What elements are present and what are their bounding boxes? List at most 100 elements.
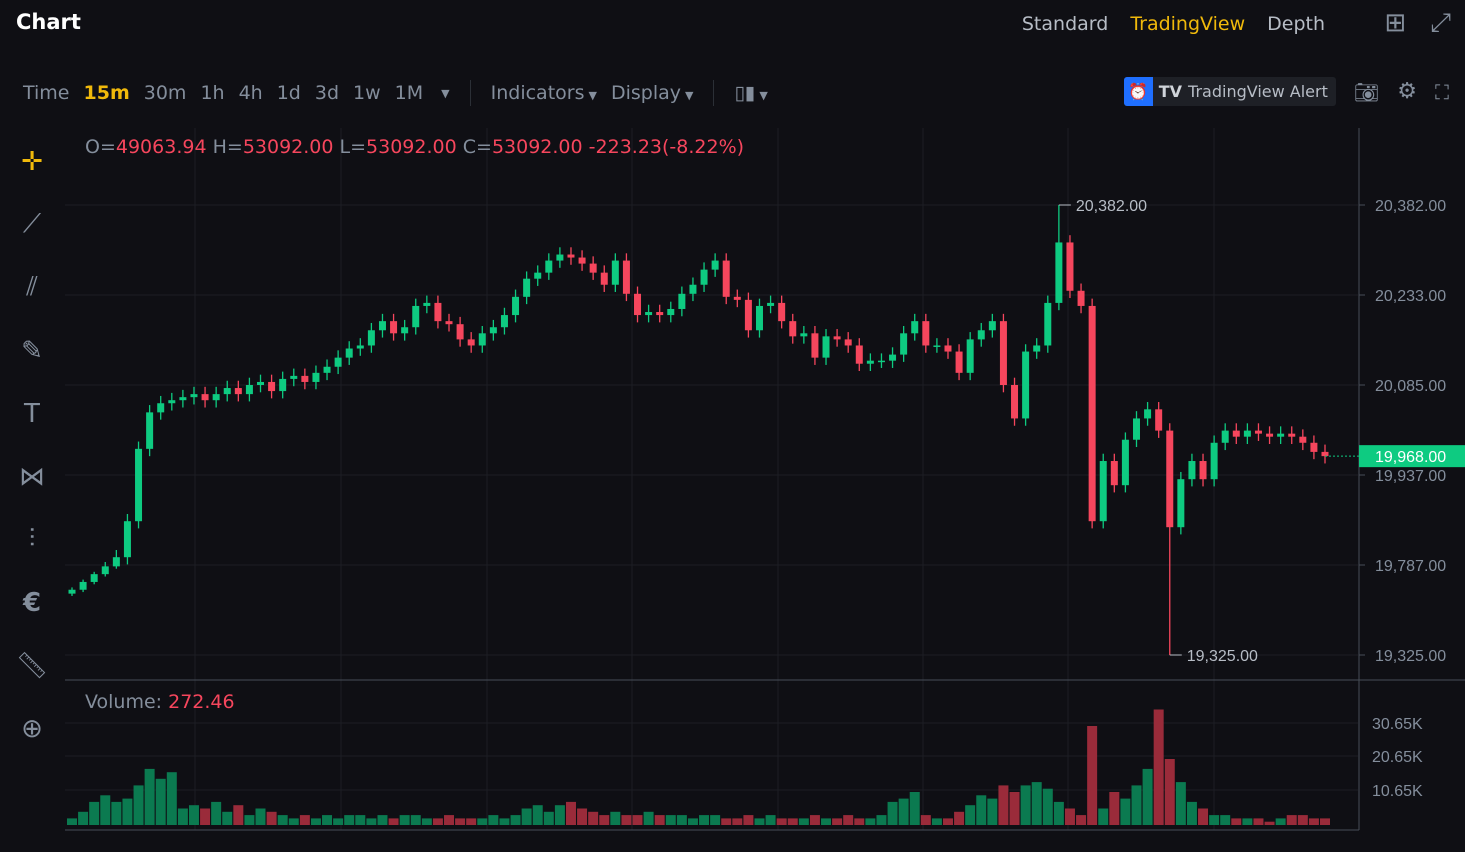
candle bbox=[456, 316, 464, 347]
candle-body bbox=[1055, 242, 1063, 303]
candle-body bbox=[279, 378, 287, 392]
candle bbox=[223, 380, 231, 402]
volume-bar bbox=[577, 808, 588, 825]
text-icon[interactable]: T bbox=[24, 398, 40, 429]
candle-body bbox=[866, 360, 874, 364]
volume-bar bbox=[111, 801, 122, 825]
gear-icon[interactable]: ⚙ bbox=[1397, 79, 1417, 104]
candle bbox=[1221, 423, 1229, 451]
crosshair-icon[interactable]: ✛ bbox=[21, 146, 43, 177]
volume-bar bbox=[909, 792, 920, 825]
close-value: 53092.00 bbox=[491, 136, 583, 158]
fib-tool-icon[interactable]: ⫽ bbox=[26, 272, 38, 302]
candle bbox=[1254, 423, 1262, 441]
candle bbox=[68, 587, 76, 596]
candle bbox=[512, 289, 520, 323]
interval-30m[interactable]: 30m bbox=[143, 82, 187, 104]
pattern-icon[interactable]: ⋈ bbox=[19, 461, 45, 492]
candle bbox=[578, 250, 586, 271]
chart-toolbar: Time 15m 30m 1h 4h 1d 3d 1w 1M ▼ Indicat… bbox=[23, 80, 768, 106]
candle bbox=[988, 313, 996, 338]
interval-1d[interactable]: 1d bbox=[276, 82, 301, 104]
ruler-icon[interactable]: 📏︎ bbox=[15, 650, 49, 681]
interval-1M[interactable]: 1M bbox=[394, 82, 424, 104]
zoom-in-icon[interactable]: ⊕ bbox=[21, 713, 43, 744]
volume-bar bbox=[965, 805, 976, 825]
volume-bar bbox=[654, 815, 665, 825]
interval-1h[interactable]: 1h bbox=[200, 82, 225, 104]
volume-bar bbox=[1220, 815, 1231, 825]
candle bbox=[833, 329, 841, 347]
interval-1w[interactable]: 1w bbox=[353, 82, 381, 104]
volume-bar bbox=[399, 815, 410, 825]
indicators-button[interactable]: Indicators ▼ bbox=[491, 82, 597, 104]
brush-icon[interactable]: ✎ bbox=[21, 335, 43, 366]
tab-standard[interactable]: Standard bbox=[1021, 13, 1109, 35]
candle bbox=[1077, 283, 1085, 314]
tradingview-logo: TV bbox=[1158, 82, 1183, 101]
volume-bar bbox=[809, 815, 820, 825]
volume-bar bbox=[1164, 759, 1175, 825]
grid-layout-icon[interactable]: ⊞ bbox=[1384, 8, 1407, 38]
volume-bar bbox=[987, 798, 998, 825]
interval-3d[interactable]: 3d bbox=[314, 82, 340, 104]
tradingview-alert-button[interactable]: ⏰ TV TradingView Alert bbox=[1123, 77, 1336, 106]
candle-body bbox=[789, 321, 797, 337]
volume-bar bbox=[676, 815, 687, 825]
last-price-label: 19,968.00 bbox=[1375, 449, 1446, 466]
price-tick-label: 19,787.00 bbox=[1375, 558, 1446, 575]
candle bbox=[279, 371, 287, 399]
interval-4h[interactable]: 4h bbox=[238, 82, 263, 104]
measure-lines-icon[interactable]: ⫶ bbox=[28, 524, 36, 554]
candle bbox=[811, 326, 819, 365]
volume-bar bbox=[898, 798, 909, 825]
volume-bar bbox=[765, 815, 776, 825]
tab-depth[interactable]: Depth bbox=[1267, 13, 1325, 35]
candle-body bbox=[656, 312, 664, 316]
candle bbox=[301, 368, 309, 390]
volume-bar bbox=[865, 818, 876, 825]
candle-body bbox=[889, 354, 897, 361]
volume-bar bbox=[477, 818, 488, 825]
candle bbox=[212, 386, 220, 408]
candle-body bbox=[79, 581, 87, 590]
volume-bar bbox=[854, 818, 865, 825]
candle bbox=[844, 332, 852, 353]
candle bbox=[889, 347, 897, 368]
volume-bar bbox=[843, 815, 854, 825]
candle bbox=[645, 304, 653, 323]
volume-bar bbox=[410, 815, 421, 825]
fullscreen-icon[interactable]: ⛶ bbox=[1435, 79, 1449, 104]
volume-bar bbox=[754, 818, 765, 825]
candle bbox=[611, 253, 619, 292]
candle-type-button[interactable]: ▯▮ ▼ bbox=[734, 82, 767, 104]
candle bbox=[1132, 411, 1140, 448]
candle bbox=[1288, 426, 1296, 444]
display-button[interactable]: Display ▼ bbox=[611, 82, 694, 104]
volume-bar bbox=[266, 811, 277, 825]
candle bbox=[922, 313, 930, 353]
expand-icon[interactable]: ⤢ bbox=[1430, 8, 1451, 38]
candle bbox=[667, 301, 675, 323]
volume-bar bbox=[144, 768, 155, 825]
interval-15m[interactable]: 15m bbox=[83, 82, 130, 104]
tab-tradingview[interactable]: TradingView bbox=[1130, 13, 1246, 35]
camera-icon[interactable]: 📷︎ bbox=[1353, 79, 1380, 104]
interval-dropdown-icon[interactable]: ▼ bbox=[441, 86, 450, 100]
candle bbox=[545, 253, 553, 280]
euro-icon[interactable]: € bbox=[22, 587, 42, 618]
volume-bar bbox=[1209, 815, 1220, 825]
candle bbox=[378, 313, 386, 338]
volume-bar bbox=[310, 818, 321, 825]
volume-bar bbox=[931, 818, 942, 825]
trend-line-icon[interactable]: ⟋ bbox=[22, 209, 42, 239]
candle bbox=[678, 286, 686, 317]
candle-body bbox=[234, 388, 242, 395]
candle bbox=[356, 338, 364, 356]
volume-bar bbox=[233, 805, 244, 825]
candle-body bbox=[434, 302, 442, 322]
candle bbox=[1155, 402, 1163, 438]
time-label[interactable]: Time bbox=[23, 82, 70, 104]
high-value: 53092.00 bbox=[242, 136, 334, 158]
